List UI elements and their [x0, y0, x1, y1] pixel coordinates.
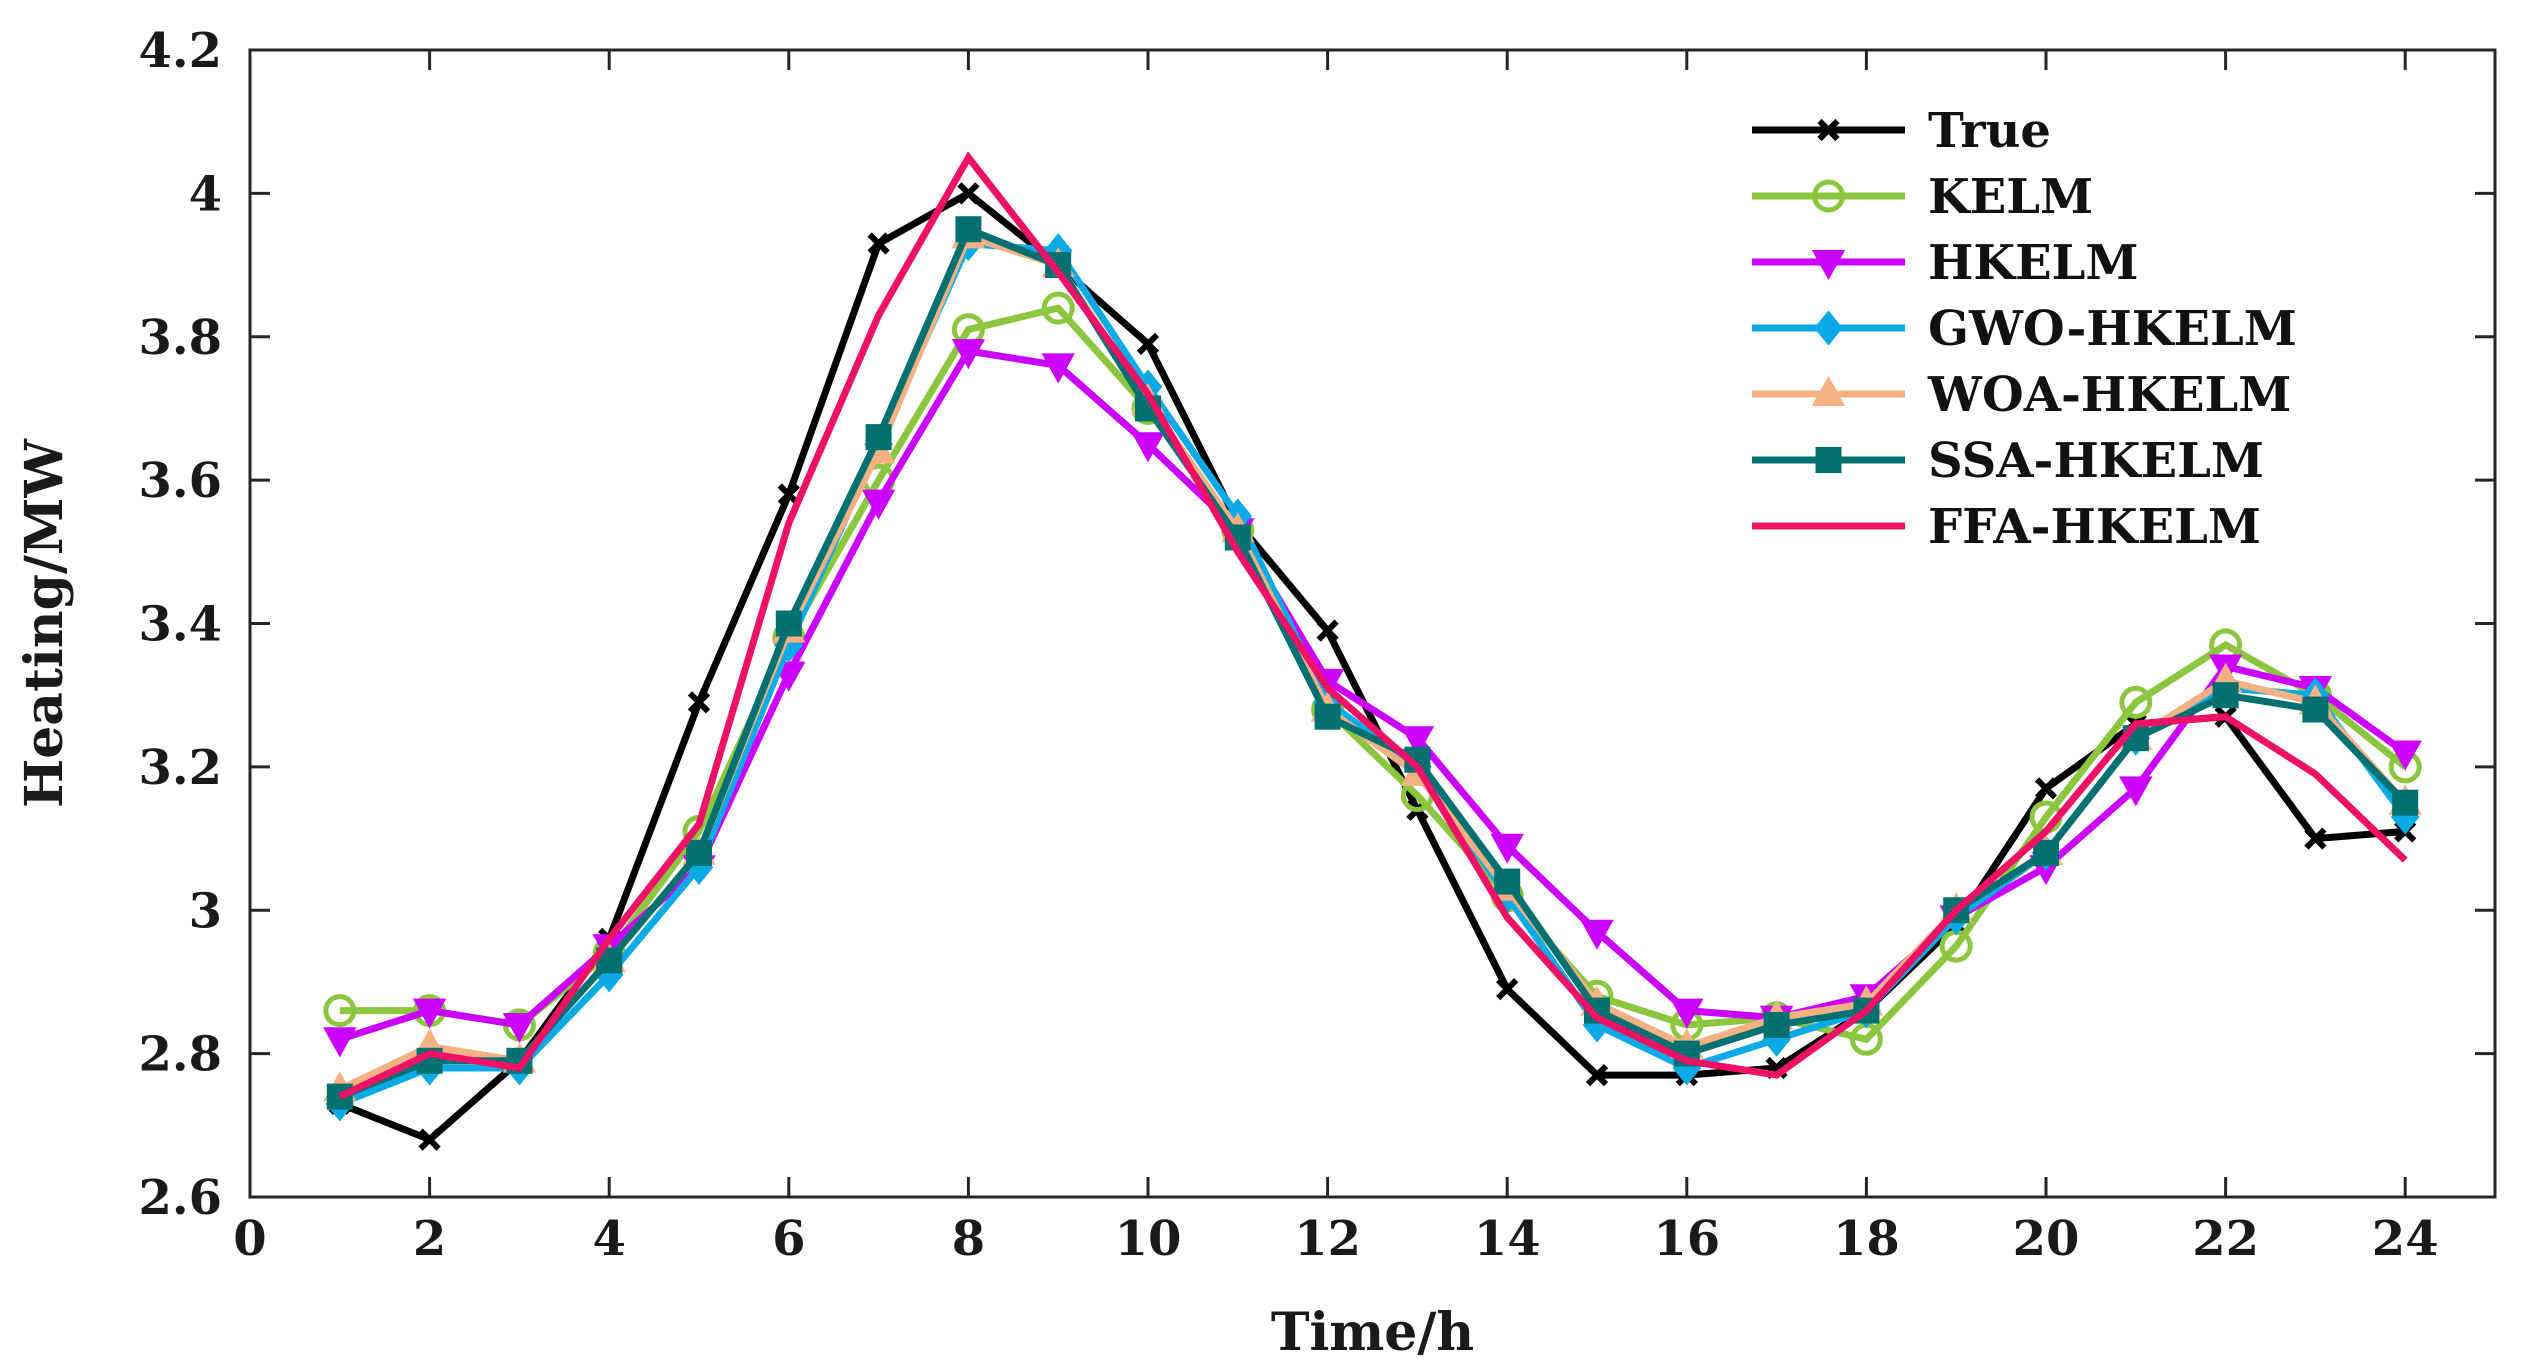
axes-layer: 0 2 4 6 8 10 12 14 16 18 20 22 242.62.833.23.43.63.8… [138, 23, 2497, 1267]
data-point-ssa-hkelm [775, 610, 802, 637]
legend: True KELM HKELM GWO-HKELM WOA-HKELM SSA-HKELM… [1752, 103, 2297, 555]
plot-area [250, 50, 2495, 1197]
x-tick-label: 18 [1833, 1211, 1900, 1267]
y-tick-label: 4 [189, 166, 222, 222]
data-point-hkelm [2119, 776, 2153, 807]
legend-entry-true: True [1752, 103, 2051, 159]
y-tick-label: 3 [189, 883, 222, 939]
data-point-hkelm [951, 339, 986, 370]
legend-label-hkelm: HKELM [1928, 235, 2139, 291]
data-point-hkelm [1131, 432, 1165, 463]
legend-entry-ssa-hkelm: SSA-HKELM [1752, 433, 2264, 489]
legend-label-gwo-hkelm: GWO-HKELM [1928, 301, 2297, 357]
y-tick-label: 3.8 [138, 310, 222, 366]
y-tick-label: 4.2 [138, 23, 222, 79]
data-point-true [1585, 1064, 1609, 1087]
data-point-true [2034, 777, 2058, 800]
data-point-ssa-hkelm [326, 1083, 353, 1110]
series-layer [323, 151, 2422, 1151]
data-point-hkelm [861, 489, 896, 520]
data-point-ssa-hkelm [686, 839, 712, 866]
legend-label-woa-hkelm: WOA-HKELM [1927, 367, 2291, 423]
series-line-ffa-hkelm [338, 151, 2408, 1100]
data-point-ssa-hkelm [865, 424, 892, 451]
x-tick-label: 22 [2192, 1211, 2259, 1267]
data-point-true [1136, 332, 1160, 356]
data-point-true [687, 691, 711, 714]
legend-marker-woa-hkelm [1811, 375, 1846, 406]
legend-label-kelm: KELM [1928, 169, 2093, 225]
data-point-ssa-hkelm [955, 216, 982, 243]
data-point-ssa-hkelm [1763, 1011, 1790, 1038]
plot-background [250, 50, 2495, 1197]
x-tick-label: 12 [1294, 1211, 1361, 1267]
x-tick-label: 0 [233, 1211, 266, 1267]
legend-marker-true [1817, 118, 1840, 142]
series-ffa-hkelm [338, 151, 2408, 1100]
data-point-kelm [323, 994, 357, 1028]
y-tick-label: 3.2 [138, 740, 222, 796]
series-line-kelm [339, 304, 2408, 1044]
data-point-hkelm [1670, 998, 1704, 1029]
data-point-hkelm [412, 998, 447, 1029]
legend-label-true: True [1928, 103, 2051, 159]
data-point-ssa-hkelm [2212, 682, 2239, 709]
data-point-hkelm [502, 1012, 537, 1044]
data-point-ssa-hkelm [2302, 696, 2329, 723]
legend-marker-hkelm [1811, 250, 1846, 281]
x-tick-label: 16 [1653, 1211, 1720, 1267]
data-point-ssa-hkelm [1314, 703, 1341, 730]
series-line-ssa-hkelm [338, 224, 2408, 1100]
legend-entry-gwo-hkelm: GWO-HKELM [1752, 301, 2297, 357]
x-tick-label: 6 [772, 1211, 805, 1267]
data-point-hkelm [1580, 919, 1614, 950]
legend-marker-kelm [1812, 179, 1845, 213]
data-point-ssa-hkelm [1494, 868, 1521, 895]
x-tick-label: 24 [2372, 1211, 2439, 1267]
x-tick-label: 8 [952, 1211, 985, 1267]
series-line-true [338, 189, 2406, 1144]
y-tick-label: 2.8 [138, 1027, 222, 1083]
data-point-true [1496, 977, 1519, 1001]
data-point-true [2304, 827, 2327, 850]
x-tick-label: 14 [1474, 1211, 1541, 1267]
data-point-hkelm [2388, 740, 2422, 771]
data-point-kelm [1041, 291, 1075, 325]
x-tick-label: 4 [592, 1211, 625, 1267]
data-point-ssa-hkelm [2392, 789, 2419, 816]
data-point-true [867, 232, 890, 255]
x-tick-label: 2 [413, 1211, 446, 1267]
data-point-ssa-hkelm [2033, 839, 2059, 866]
data-point-true [957, 182, 980, 205]
y-tick-label: 3.6 [138, 453, 222, 509]
y-tick-label: 2.6 [138, 1170, 222, 1226]
legend-label-ssa-hkelm: SSA-HKELM [1928, 433, 2264, 489]
x-tick-label: 10 [1115, 1211, 1182, 1267]
data-point-kelm [2119, 685, 2153, 719]
data-point-hkelm [1400, 726, 1435, 757]
x-tick-label: 20 [2013, 1211, 2080, 1267]
y-axis-title: Heating/MW [14, 438, 75, 808]
legend-entry-ffa-hkelm: FFA-HKELM [1752, 499, 2261, 555]
legend-entry-woa-hkelm: WOA-HKELM [1752, 367, 2291, 423]
data-point-ssa-hkelm [596, 947, 623, 974]
legend-marker-gwo-hkelm [1814, 310, 1843, 346]
data-point-hkelm [1490, 833, 1524, 864]
y-tick-label: 3.4 [138, 597, 222, 653]
data-point-hkelm [323, 1027, 357, 1058]
data-point-true [1316, 619, 1339, 642]
legend-entry-kelm: KELM [1752, 169, 2093, 225]
legend-marker-ssa-hkelm [1815, 447, 1842, 473]
data-point-true [418, 1128, 441, 1151]
x-axis-title: Time/h [1271, 1302, 1474, 1363]
legend-label-ffa-hkelm: FFA-HKELM [1928, 499, 2261, 555]
legend-entry-hkelm: HKELM [1752, 235, 2139, 291]
data-point-hkelm [1041, 353, 1075, 384]
